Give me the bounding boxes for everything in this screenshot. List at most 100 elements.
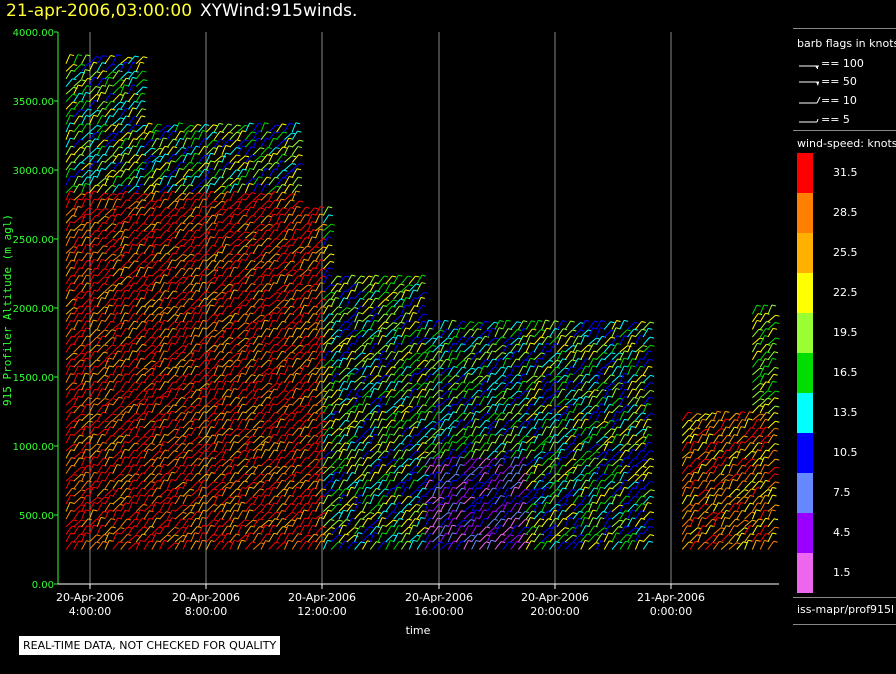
wind-barb-flag xyxy=(275,466,281,469)
wind-barb xyxy=(96,404,104,414)
wind-barb xyxy=(143,283,151,292)
wind-barb xyxy=(299,297,306,307)
wind-barb-flag xyxy=(143,503,148,506)
wind-barb xyxy=(206,147,214,156)
wind-barb-flag xyxy=(330,253,335,256)
wind-barb xyxy=(432,359,440,368)
wind-barb-flag xyxy=(80,146,85,149)
wind-barb-flag xyxy=(306,230,311,233)
wind-barb xyxy=(315,350,322,361)
wind-barb xyxy=(198,206,203,216)
wind-barb-flag xyxy=(187,494,192,497)
wind-barb-flag xyxy=(163,425,168,428)
wind-barb xyxy=(401,518,409,528)
wind-barb xyxy=(322,540,328,550)
wind-barb-flag xyxy=(104,207,109,210)
wind-barb xyxy=(307,350,314,361)
wind-barb xyxy=(252,314,261,323)
wind-barb xyxy=(88,251,94,262)
wind-barb-flag xyxy=(264,441,270,444)
wind-barb-flag xyxy=(81,352,86,355)
wind-barb xyxy=(322,305,329,315)
wind-barb xyxy=(369,451,378,459)
wind-barb xyxy=(135,533,143,543)
wind-barb-flag xyxy=(322,390,327,393)
wind-barb xyxy=(190,223,199,232)
wind-barb-flag xyxy=(227,275,233,278)
wind-barb xyxy=(291,261,300,270)
wind-barb-flag xyxy=(251,397,257,400)
wind-barb-flag xyxy=(85,372,90,375)
wind-barb xyxy=(190,305,197,315)
wind-barb xyxy=(73,359,81,368)
wind-barb xyxy=(65,153,72,163)
wind-barb-flag xyxy=(423,465,428,468)
wind-barb xyxy=(73,335,80,345)
wind-barb-flag xyxy=(241,524,246,527)
wind-barb xyxy=(73,388,80,398)
wind-barb xyxy=(143,473,152,482)
wind-barb xyxy=(323,527,332,535)
wind-barb xyxy=(81,456,86,467)
wind-barb xyxy=(268,487,274,497)
wind-barb-flag xyxy=(173,321,179,324)
wind-barb-flag xyxy=(268,458,273,461)
wind-barb xyxy=(244,298,252,307)
wind-barb-flag xyxy=(205,253,210,256)
wind-barb-flag xyxy=(275,541,280,544)
wind-barb-flag xyxy=(112,193,117,196)
wind-barb-flag xyxy=(393,299,398,302)
wind-barb-flag xyxy=(415,336,420,339)
wind-barb-flag xyxy=(282,146,287,149)
wind-barb-flag xyxy=(346,367,351,370)
wind-barb xyxy=(88,244,94,254)
wind-barb xyxy=(81,299,89,307)
wind-barb-flag xyxy=(220,473,226,476)
wind-barb xyxy=(330,541,339,550)
wind-barb-flag xyxy=(252,139,257,142)
wind-barb xyxy=(174,345,184,353)
wind-barb xyxy=(237,465,245,474)
wind-barb xyxy=(120,261,128,270)
wind-barb xyxy=(174,382,183,391)
wind-barb-flag xyxy=(158,306,163,309)
wind-barb xyxy=(182,464,189,474)
wind-barb-flag xyxy=(319,502,324,504)
wind-barb-flag xyxy=(158,177,163,180)
wind-barb xyxy=(81,145,88,156)
wind-barb-flag xyxy=(298,351,303,354)
wind-barb xyxy=(206,481,214,490)
wind-barb xyxy=(174,320,182,330)
wind-barb-flag xyxy=(244,193,250,196)
wind-barb xyxy=(151,495,159,505)
wind-barb xyxy=(245,405,254,414)
wind-barb xyxy=(322,373,329,383)
wind-barb xyxy=(159,449,166,459)
wind-barb-flag xyxy=(298,321,303,323)
wind-barb xyxy=(159,328,166,338)
wind-barb-flag xyxy=(116,205,121,208)
wind-barb xyxy=(151,243,156,254)
wind-barb-flag xyxy=(257,380,262,383)
wind-barb xyxy=(439,472,447,482)
wind-barb-flag xyxy=(377,450,382,453)
wind-barb xyxy=(135,213,141,224)
wind-barb xyxy=(408,297,415,307)
wind-barb xyxy=(198,215,206,224)
wind-barb xyxy=(143,540,150,550)
wind-barb-flag xyxy=(366,403,371,406)
wind-barb-flag xyxy=(172,419,177,422)
wind-barb xyxy=(190,365,197,376)
wind-barb xyxy=(401,435,409,444)
wind-barb xyxy=(65,190,71,201)
wind-barb xyxy=(81,274,87,285)
wind-barb-flag xyxy=(251,412,256,415)
wind-barb xyxy=(237,193,246,201)
wind-barb xyxy=(291,511,300,520)
wind-barb-flag xyxy=(147,448,153,451)
wind-barb-flag xyxy=(361,436,367,439)
wind-barb-flag xyxy=(228,222,233,225)
wind-barb-flag xyxy=(236,336,241,339)
wind-barb xyxy=(440,367,448,376)
wind-barb xyxy=(198,342,203,353)
